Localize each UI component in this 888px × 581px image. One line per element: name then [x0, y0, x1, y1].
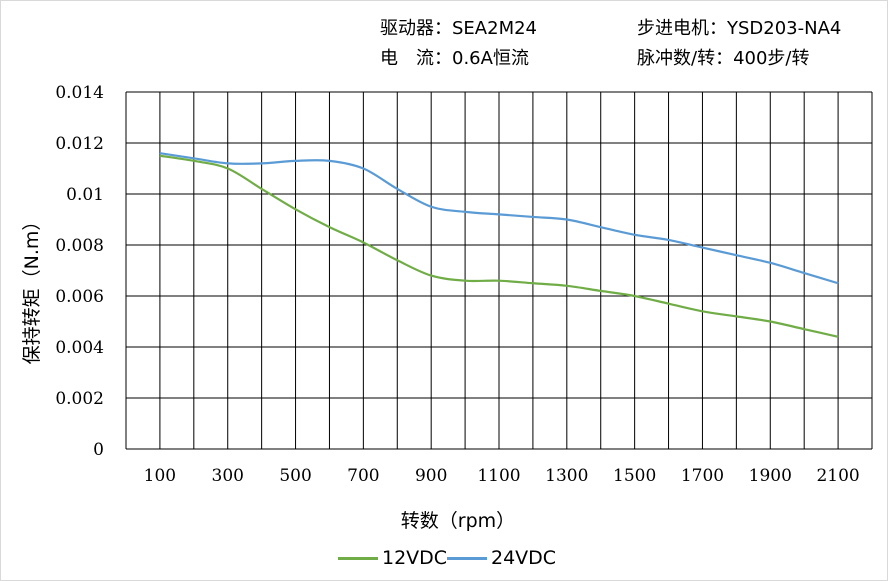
y-axis-label: 保持转矩（N.m）: [21, 212, 43, 365]
y-tick-label: 0.014: [55, 83, 104, 103]
legend-24vdc: 24VDC: [447, 547, 556, 569]
y-tick-label: 0.01: [66, 185, 104, 205]
x-tick-label: 500: [279, 466, 311, 486]
series-line-12vdc: [159, 154, 839, 338]
series-line-24vdc: [159, 152, 839, 285]
x-tick-label: 2100: [816, 466, 859, 486]
motor-info: 步进电机：YSD203-NA4: [637, 18, 842, 39]
x-tick-label: 700: [347, 466, 379, 486]
legend-label: 12VDC: [382, 547, 448, 569]
x-tick-label: 1900: [749, 466, 792, 486]
legend-swatch: [447, 556, 487, 560]
y-tick-label: 0.012: [55, 134, 104, 154]
legend-label: 24VDC: [491, 547, 557, 569]
legend-12vdc: 12VDC: [338, 547, 447, 569]
x-tick-label: 1700: [681, 466, 724, 486]
pulses-info: 脉冲数/转：400步/转: [637, 48, 810, 69]
legend-swatch: [338, 556, 378, 560]
x-tick-label: 1500: [613, 466, 656, 486]
current-info: 电 流：0.6A恒流: [380, 48, 529, 69]
driver-info: 驱动器：SEA2M24: [380, 18, 537, 39]
y-tick-label: 0.002: [55, 389, 104, 409]
y-tick-label: 0.006: [55, 287, 104, 307]
y-tick-label: 0.004: [55, 338, 104, 358]
x-tick-label: 900: [415, 466, 447, 486]
x-tick-label: 100: [144, 466, 176, 486]
x-tick-label: 300: [212, 466, 244, 486]
x-tick-label: 1100: [477, 466, 520, 486]
x-tick-label: 1300: [545, 466, 588, 486]
y-tick-label: 0: [93, 440, 104, 460]
x-axis-label: 转数（rpm）: [401, 510, 515, 532]
y-tick-label: 0.008: [55, 236, 104, 256]
